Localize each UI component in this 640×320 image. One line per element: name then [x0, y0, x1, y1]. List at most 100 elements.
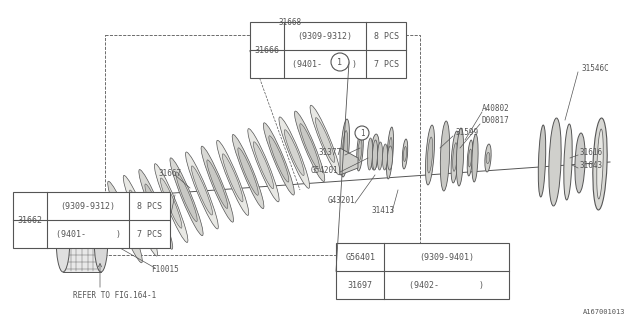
- Ellipse shape: [129, 190, 152, 241]
- Text: (9401-      ): (9401- ): [56, 229, 120, 238]
- Ellipse shape: [340, 119, 349, 177]
- Ellipse shape: [367, 138, 372, 170]
- Ellipse shape: [232, 134, 264, 209]
- Text: 31616: 31616: [580, 148, 603, 156]
- Ellipse shape: [248, 129, 279, 202]
- Text: G56401: G56401: [345, 253, 375, 262]
- Ellipse shape: [279, 117, 310, 188]
- Text: (9309-9312): (9309-9312): [298, 32, 353, 41]
- Text: 31413: 31413: [372, 205, 395, 214]
- Text: 31668: 31668: [278, 18, 301, 27]
- Ellipse shape: [452, 143, 458, 171]
- Text: D00817: D00817: [482, 116, 509, 124]
- Text: (9309-9312): (9309-9312): [61, 202, 116, 211]
- Polygon shape: [340, 148, 358, 175]
- Ellipse shape: [310, 105, 340, 175]
- Ellipse shape: [428, 137, 433, 173]
- Ellipse shape: [378, 142, 383, 170]
- Text: REFER TO FIG.164-1: REFER TO FIG.164-1: [74, 291, 157, 300]
- Ellipse shape: [269, 136, 289, 182]
- Ellipse shape: [403, 147, 406, 162]
- Ellipse shape: [238, 148, 259, 195]
- Ellipse shape: [253, 142, 273, 189]
- Ellipse shape: [472, 134, 478, 182]
- Ellipse shape: [383, 144, 388, 170]
- Ellipse shape: [358, 140, 362, 160]
- Ellipse shape: [564, 124, 572, 200]
- Text: 31599: 31599: [455, 127, 478, 137]
- Text: F10015: F10015: [151, 266, 179, 275]
- Ellipse shape: [486, 152, 490, 164]
- Ellipse shape: [549, 118, 561, 206]
- Ellipse shape: [596, 129, 604, 199]
- Ellipse shape: [575, 133, 585, 193]
- Ellipse shape: [154, 164, 188, 243]
- Ellipse shape: [451, 131, 459, 183]
- Ellipse shape: [342, 131, 348, 165]
- Text: 8 PCS: 8 PCS: [137, 202, 162, 211]
- Text: 31662: 31662: [17, 215, 42, 225]
- Text: 31666: 31666: [254, 46, 279, 55]
- Ellipse shape: [372, 143, 378, 161]
- Text: G54201: G54201: [310, 165, 338, 174]
- Ellipse shape: [56, 204, 70, 272]
- Ellipse shape: [139, 170, 173, 249]
- Text: 31643: 31643: [580, 161, 603, 170]
- Ellipse shape: [440, 121, 450, 191]
- Ellipse shape: [207, 160, 228, 208]
- Ellipse shape: [170, 158, 203, 236]
- Ellipse shape: [485, 144, 491, 172]
- Circle shape: [355, 126, 369, 140]
- Ellipse shape: [316, 118, 335, 162]
- Text: A167001013: A167001013: [582, 309, 625, 315]
- Ellipse shape: [387, 127, 394, 179]
- Ellipse shape: [356, 129, 364, 171]
- Ellipse shape: [284, 130, 304, 175]
- Text: (9309-9401): (9309-9401): [419, 253, 474, 262]
- Text: 8 PCS: 8 PCS: [374, 32, 399, 41]
- Ellipse shape: [371, 134, 379, 170]
- Ellipse shape: [176, 172, 197, 222]
- Ellipse shape: [145, 184, 166, 235]
- Text: 7 PCS: 7 PCS: [374, 60, 399, 69]
- Ellipse shape: [372, 140, 378, 170]
- Text: 31667: 31667: [159, 169, 182, 178]
- Text: (9402-        ): (9402- ): [409, 281, 484, 290]
- Polygon shape: [336, 243, 509, 299]
- Text: 31546C: 31546C: [582, 63, 610, 73]
- Polygon shape: [250, 22, 406, 78]
- Ellipse shape: [456, 128, 463, 186]
- Ellipse shape: [467, 140, 473, 176]
- Text: 1: 1: [360, 129, 364, 138]
- Ellipse shape: [114, 196, 136, 248]
- Ellipse shape: [222, 154, 243, 202]
- Polygon shape: [13, 192, 170, 248]
- Ellipse shape: [124, 175, 157, 256]
- Text: (9401-      ): (9401- ): [292, 60, 357, 69]
- Text: 1: 1: [337, 58, 342, 67]
- Ellipse shape: [108, 181, 142, 263]
- Ellipse shape: [388, 137, 392, 169]
- Ellipse shape: [300, 124, 319, 169]
- Ellipse shape: [217, 140, 249, 215]
- Ellipse shape: [294, 111, 324, 181]
- Text: 7 PCS: 7 PCS: [137, 229, 162, 238]
- Text: G43201: G43201: [327, 196, 355, 204]
- Ellipse shape: [468, 149, 472, 167]
- Ellipse shape: [94, 204, 108, 272]
- Ellipse shape: [593, 118, 607, 210]
- Ellipse shape: [263, 123, 294, 195]
- Ellipse shape: [426, 125, 435, 185]
- Bar: [63, 204, 101, 272]
- Text: 31697: 31697: [348, 281, 372, 290]
- Text: A40802: A40802: [482, 103, 509, 113]
- Ellipse shape: [186, 152, 218, 229]
- Ellipse shape: [538, 125, 546, 197]
- Circle shape: [331, 53, 349, 71]
- Ellipse shape: [161, 178, 182, 228]
- Ellipse shape: [191, 166, 212, 215]
- Ellipse shape: [201, 146, 234, 222]
- Ellipse shape: [387, 146, 392, 170]
- Text: 31377: 31377: [319, 148, 342, 156]
- Ellipse shape: [403, 139, 408, 169]
